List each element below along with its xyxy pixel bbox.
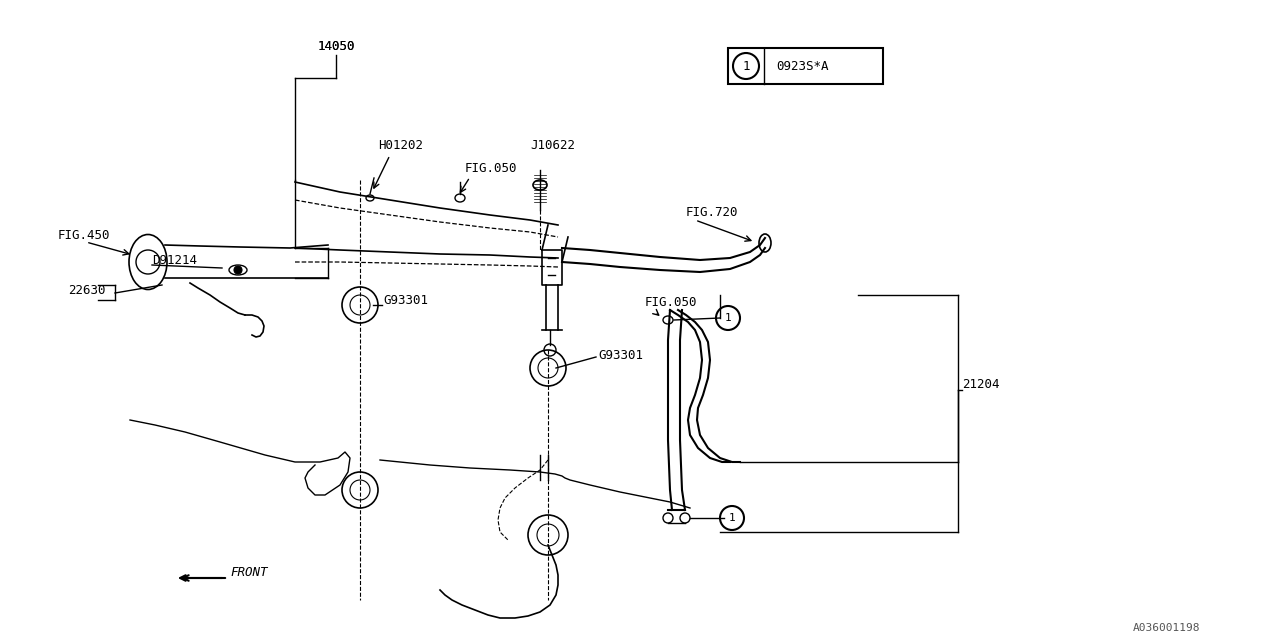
Text: G93301: G93301 [598, 349, 643, 362]
Ellipse shape [532, 180, 547, 190]
Text: 21204: 21204 [963, 378, 1000, 392]
Text: FIG.450: FIG.450 [58, 228, 110, 241]
Text: 1: 1 [742, 60, 750, 72]
Text: 14050: 14050 [317, 40, 355, 52]
Text: FIG.050: FIG.050 [645, 296, 698, 308]
Text: 14050: 14050 [317, 40, 355, 52]
Text: G93301: G93301 [383, 294, 428, 307]
Text: A036001198: A036001198 [1133, 623, 1201, 633]
Text: J10622: J10622 [530, 138, 575, 152]
Text: FIG.720: FIG.720 [686, 205, 739, 218]
Text: H01202: H01202 [378, 138, 422, 152]
Circle shape [234, 266, 242, 274]
Text: 1: 1 [728, 513, 736, 523]
Text: D91214: D91214 [152, 253, 197, 266]
Text: 22630: 22630 [68, 284, 105, 296]
Text: 1: 1 [724, 313, 731, 323]
Bar [728, 48, 883, 84]
Text: 0923S*A: 0923S*A [776, 60, 828, 72]
Text: FRONT: FRONT [230, 566, 268, 579]
Text: FIG.050: FIG.050 [465, 161, 517, 175]
